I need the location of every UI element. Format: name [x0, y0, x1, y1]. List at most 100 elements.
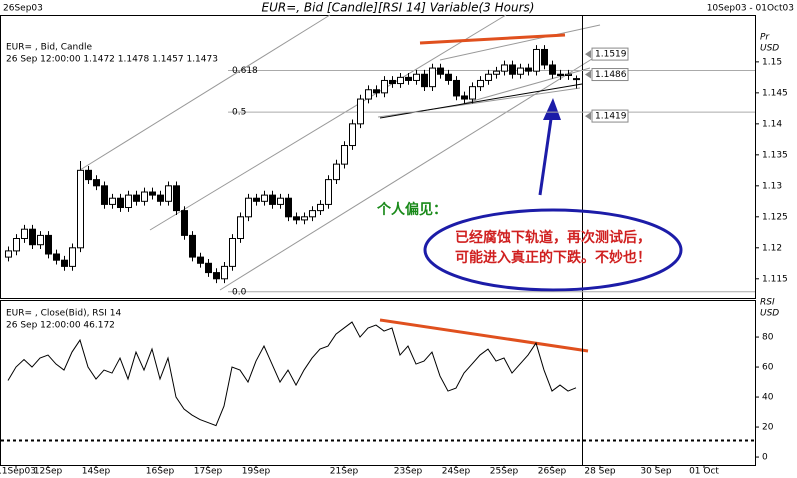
info-line: 26 Sep 12:00:00 1.1472 1.1478 1.1457 1.1… [6, 55, 218, 65]
candle-body [549, 64, 556, 75]
x-tick-label: 11Sep03 [0, 467, 36, 477]
callout-ellipse [423, 208, 683, 292]
candle-body [429, 67, 436, 88]
candle-body [245, 197, 252, 218]
candle-body [405, 76, 412, 81]
candle-body [229, 238, 236, 267]
y-tick-label: 0 [762, 453, 768, 463]
candle-body [109, 197, 116, 205]
candle-body [269, 194, 276, 205]
candle-body [221, 265, 228, 280]
channel-line [79, 14, 331, 171]
candle-body [573, 78, 580, 81]
axis-label: USD [760, 44, 779, 54]
channel-line [219, 53, 601, 291]
candle-body [493, 70, 500, 75]
candle-body [45, 234, 52, 255]
fib-label: 0.5 [232, 108, 246, 118]
candle-body [5, 250, 12, 258]
rsi-panel [0, 300, 756, 466]
candle-body [85, 169, 92, 181]
axis-label: USD [760, 309, 779, 319]
candle-body [333, 163, 340, 181]
x-tick-label: 28 Sep [584, 467, 616, 477]
candle-body [205, 262, 212, 274]
candle-body [133, 194, 140, 202]
x-tick-label: 25Sep [490, 467, 519, 477]
arrow-head [543, 98, 561, 120]
y-tick-label: 20 [762, 423, 774, 433]
y-tick-label: 1.15 [762, 57, 782, 67]
candle-body [477, 79, 484, 88]
y-tick-label: 1.145 [762, 88, 788, 98]
candle-body [165, 185, 172, 202]
candle-body [565, 73, 572, 76]
date-left: 26Sep03 [3, 4, 43, 14]
candle-body [101, 185, 108, 205]
candle-body [325, 179, 332, 205]
x-tick-label: 01 Oct [689, 467, 719, 477]
marker-box [591, 68, 629, 82]
candle-body [189, 234, 196, 258]
x-tick-label: 17Sep [194, 467, 223, 477]
x-tick-label: 24Sep [442, 467, 471, 477]
info-line: EUR= , Close(Bid), RSI 14 [6, 309, 122, 319]
candle-body [437, 67, 444, 75]
candle-body [285, 197, 292, 218]
candle-body [277, 197, 284, 205]
marker-arrow [585, 70, 591, 79]
marker-box [591, 47, 629, 61]
marker-box [591, 109, 629, 123]
candle-body [301, 216, 308, 221]
candle-body [293, 216, 300, 221]
candle-body [533, 48, 540, 72]
divergence-line [379, 318, 589, 353]
candle-body [93, 179, 100, 187]
y-tick-label: 1.13 [762, 181, 782, 191]
y-tick-label: 40 [762, 393, 774, 403]
candle-body [29, 228, 36, 246]
annotation: 个人偏见： [376, 201, 447, 218]
marker-label: 1.1419 [595, 112, 627, 122]
rsi-line [7, 321, 577, 427]
candle-body [453, 79, 460, 97]
x-tick-label: 21Sep [330, 467, 359, 477]
candle-body [317, 203, 324, 212]
candle-body [261, 194, 268, 202]
candle-body [357, 98, 364, 125]
y-tick-label: 1.14 [762, 119, 782, 129]
y-tick-label: 1.135 [762, 150, 788, 160]
y-tick-label: 1.12 [762, 243, 782, 253]
candle-body [509, 64, 516, 75]
candle-body [253, 197, 260, 202]
candle-body [237, 216, 244, 240]
candle-body [373, 89, 380, 94]
candles [5, 45, 580, 284]
marker-arrow [585, 50, 591, 59]
candle-body [149, 191, 156, 196]
axis-label: RSI [760, 298, 775, 308]
x-tick-label: 12Sep [34, 467, 63, 477]
candle-body [21, 228, 28, 240]
candle-body [77, 169, 84, 249]
candle-body [141, 191, 148, 202]
candle-body [557, 73, 564, 76]
candle-body [469, 86, 476, 100]
candle-body [197, 256, 204, 264]
y-tick-label: 1.115 [762, 274, 788, 284]
candle-body [13, 238, 20, 252]
marker-label: 1.1486 [595, 70, 627, 80]
x-tick-label: 16Sep [146, 467, 175, 477]
info-line: EUR= , Bid, Candle [6, 43, 92, 53]
marker-label: 1.1519 [595, 50, 627, 60]
candle-body [213, 272, 220, 280]
candle-body [37, 234, 44, 246]
divergence-line [419, 33, 566, 45]
y-tick-label: 1.125 [762, 212, 788, 222]
candle-body [365, 89, 372, 100]
candle-body [349, 123, 356, 147]
candle-body [421, 73, 428, 88]
x-tick-label: 30 Sep [640, 467, 672, 477]
candle-body [341, 145, 348, 165]
